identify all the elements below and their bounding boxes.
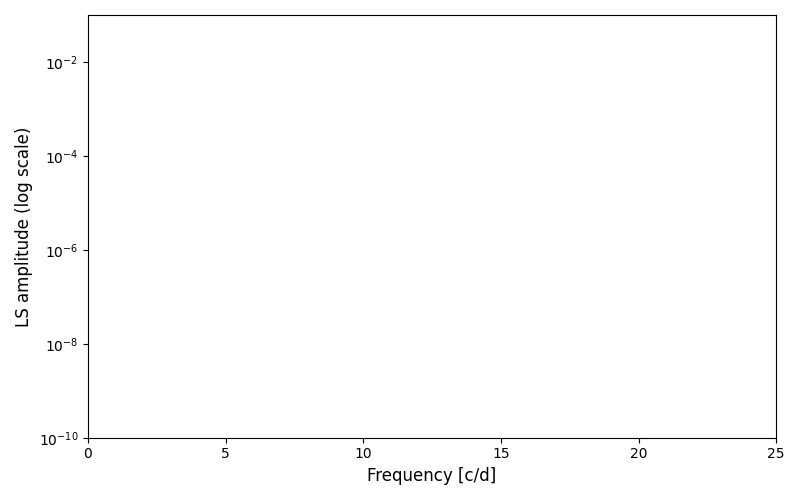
X-axis label: Frequency [c/d]: Frequency [c/d] <box>367 467 497 485</box>
Y-axis label: LS amplitude (log scale): LS amplitude (log scale) <box>15 126 33 326</box>
